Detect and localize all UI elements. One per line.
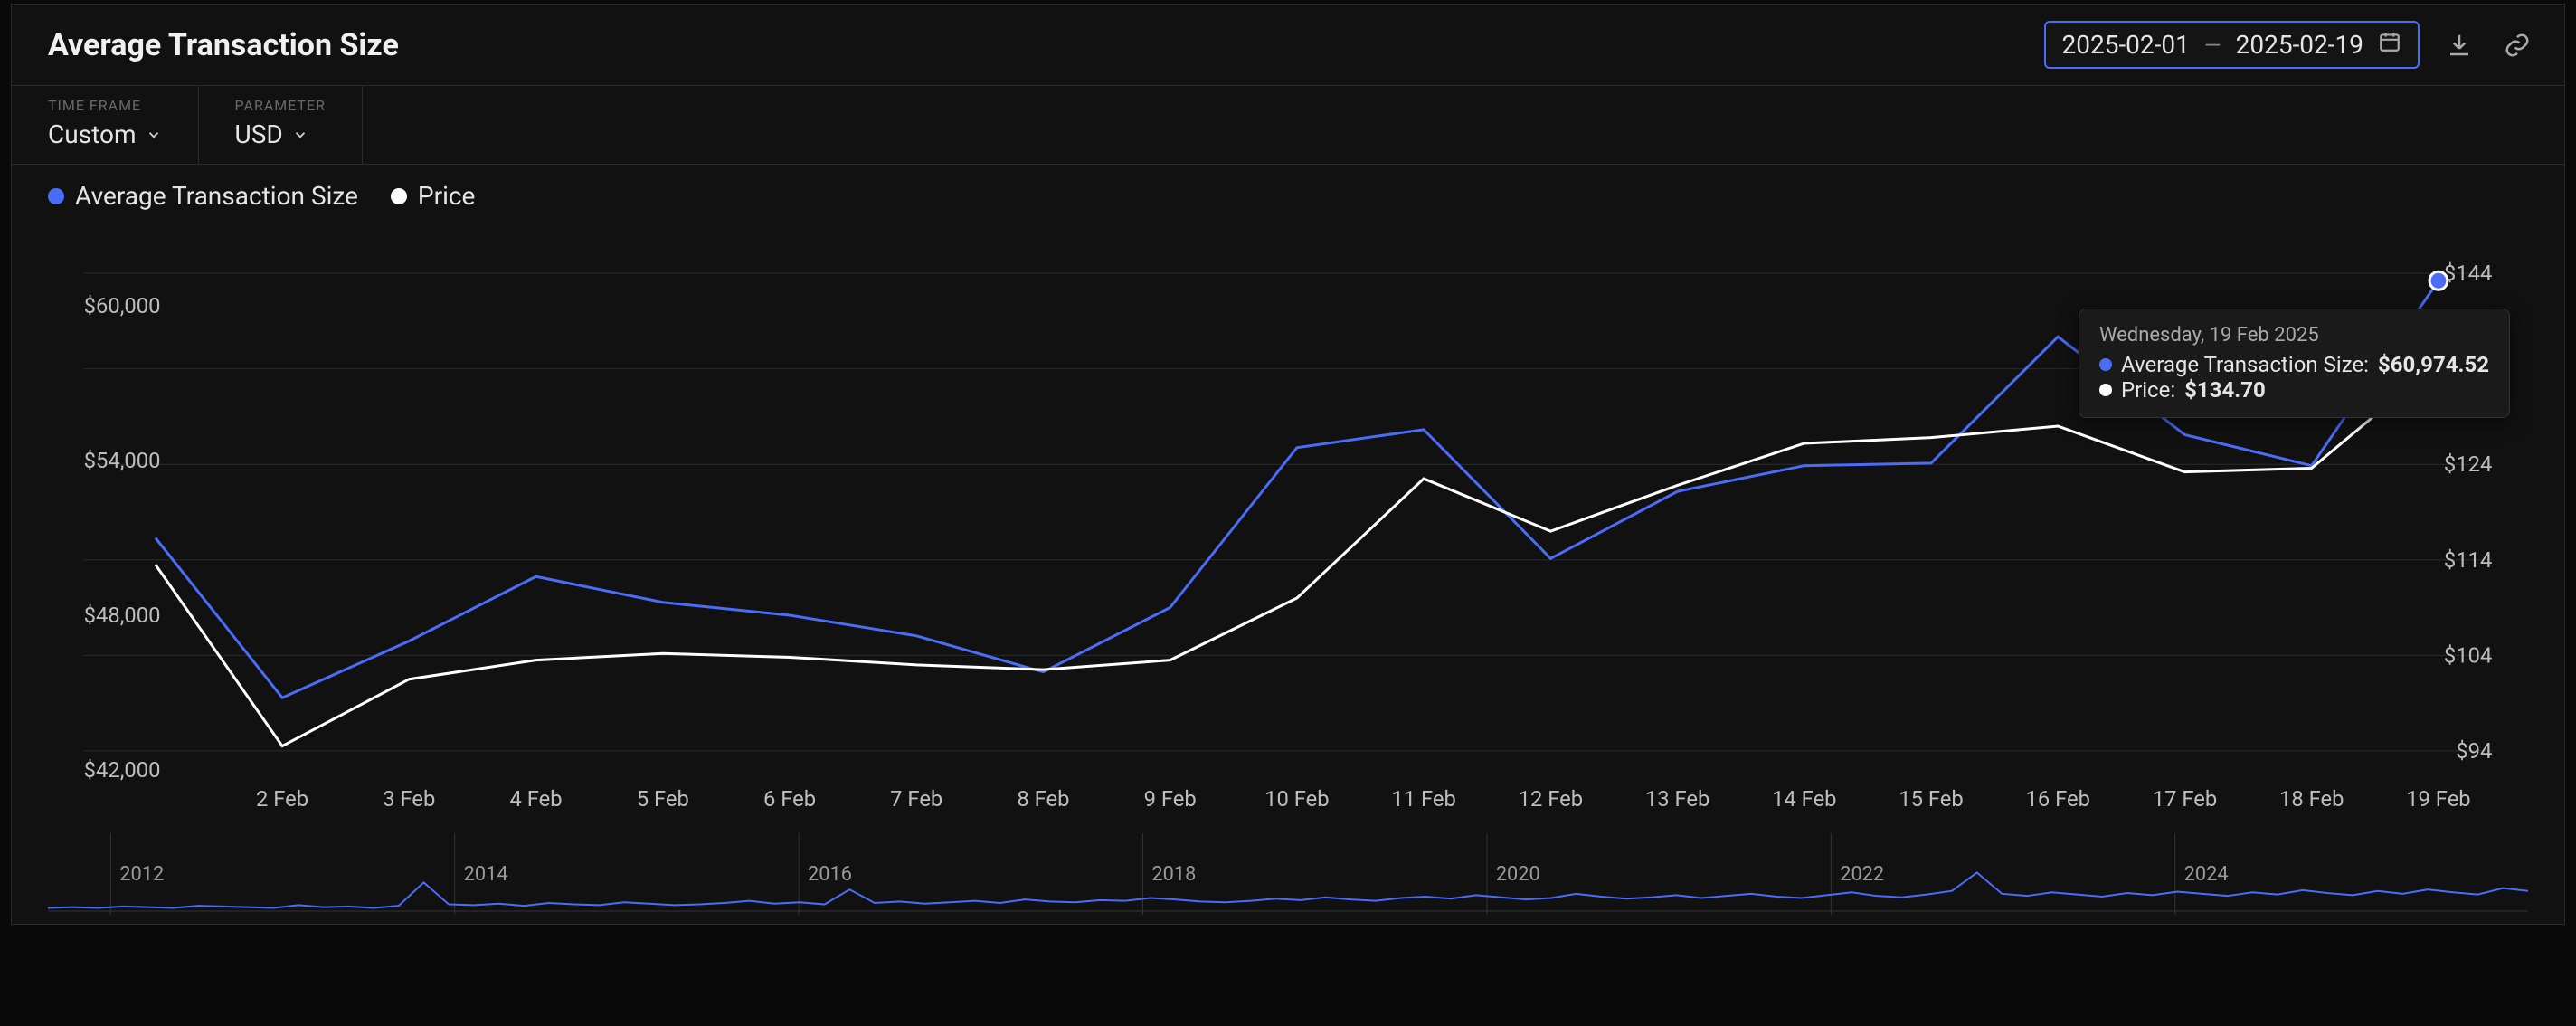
svg-text:10 Feb: 10 Feb bbox=[1264, 786, 1329, 812]
svg-text:2016: 2016 bbox=[808, 863, 852, 886]
legend-dot-series1 bbox=[48, 188, 64, 204]
svg-text:$94: $94 bbox=[2456, 738, 2492, 764]
chevron-down-icon bbox=[146, 127, 162, 143]
svg-text:7 Feb: 7 Feb bbox=[890, 786, 942, 812]
svg-text:$104: $104 bbox=[2444, 642, 2492, 668]
download-button[interactable] bbox=[2441, 27, 2477, 63]
chevron-down-icon bbox=[292, 127, 308, 143]
svg-text:19 Feb: 19 Feb bbox=[2406, 786, 2470, 812]
svg-text:12 Feb: 12 Feb bbox=[1519, 786, 1583, 812]
svg-text:2012: 2012 bbox=[119, 863, 164, 886]
date-start: 2025-02-01 bbox=[2062, 30, 2190, 60]
svg-text:2024: 2024 bbox=[2184, 863, 2229, 886]
legend-series1-label: Average Transaction Size bbox=[75, 181, 358, 211]
svg-text:4 Feb: 4 Feb bbox=[510, 786, 563, 812]
svg-text:11 Feb: 11 Feb bbox=[1391, 786, 1455, 812]
parameter-label: PARAMETER bbox=[235, 97, 326, 114]
svg-text:14 Feb: 14 Feb bbox=[1772, 786, 1836, 812]
svg-text:18 Feb: 18 Feb bbox=[2279, 786, 2344, 812]
timeframe-label: TIME FRAME bbox=[48, 97, 162, 114]
svg-text:2022: 2022 bbox=[1840, 863, 1884, 886]
svg-text:$114: $114 bbox=[2444, 547, 2492, 573]
page-title: Average Transaction Size bbox=[48, 27, 399, 63]
calendar-icon bbox=[2378, 30, 2401, 60]
date-separator: — bbox=[2204, 33, 2221, 58]
svg-text:5 Feb: 5 Feb bbox=[637, 786, 689, 812]
timeframe-value: Custom bbox=[48, 119, 137, 149]
svg-text:$134: $134 bbox=[2444, 356, 2492, 382]
timeframe-select[interactable]: Custom bbox=[48, 119, 162, 149]
svg-text:8 Feb: 8 Feb bbox=[1017, 786, 1069, 812]
svg-text:$54,000: $54,000 bbox=[84, 448, 161, 473]
svg-text:15 Feb: 15 Feb bbox=[1899, 786, 1963, 812]
svg-text:$60,000: $60,000 bbox=[84, 293, 161, 318]
svg-text:2014: 2014 bbox=[464, 863, 508, 886]
svg-text:$124: $124 bbox=[2444, 451, 2492, 477]
svg-text:17 Feb: 17 Feb bbox=[2153, 786, 2217, 812]
legend-series2-label: Price bbox=[418, 181, 475, 211]
svg-text:13 Feb: 13 Feb bbox=[1645, 786, 1709, 812]
legend-series2[interactable]: Price bbox=[391, 181, 475, 211]
date-range-picker[interactable]: 2025-02-01 — 2025-02-19 bbox=[2044, 21, 2420, 69]
link-button[interactable] bbox=[2499, 27, 2535, 63]
svg-text:2018: 2018 bbox=[1151, 863, 1196, 886]
legend-series1[interactable]: Average Transaction Size bbox=[48, 181, 358, 211]
svg-text:3 Feb: 3 Feb bbox=[383, 786, 435, 812]
overview-chart[interactable]: 2012 2014 2016 2018 2020 2022 2024 bbox=[48, 833, 2528, 915]
svg-text:$42,000: $42,000 bbox=[84, 757, 161, 783]
svg-text:$144: $144 bbox=[2444, 261, 2492, 286]
svg-text:2020: 2020 bbox=[1496, 863, 1540, 886]
svg-text:$48,000: $48,000 bbox=[84, 603, 161, 628]
svg-text:16 Feb: 16 Feb bbox=[2026, 786, 2090, 812]
parameter-select[interactable]: USD bbox=[235, 119, 326, 149]
main-chart[interactable]: $42,000 $48,000 $54,000 $60,000 $94 $104 $114 $… bbox=[12, 227, 2564, 824]
svg-text:9 Feb: 9 Feb bbox=[1144, 786, 1197, 812]
date-end: 2025-02-19 bbox=[2236, 30, 2363, 60]
parameter-value: USD bbox=[235, 119, 283, 149]
svg-text:2 Feb: 2 Feb bbox=[256, 786, 308, 812]
svg-text:6 Feb: 6 Feb bbox=[763, 786, 816, 812]
legend-dot-series2 bbox=[391, 188, 407, 204]
